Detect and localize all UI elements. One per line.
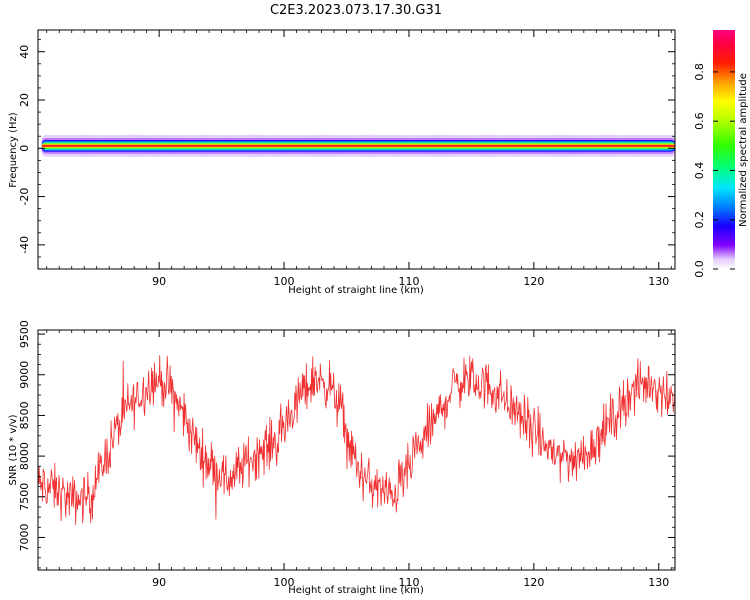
snr-series-line bbox=[38, 355, 675, 526]
snr-x-tick-label: 100 bbox=[274, 576, 295, 589]
snr-x-tick-label: 110 bbox=[398, 576, 419, 589]
spectrogram-x-tick-label: 90 bbox=[152, 275, 166, 288]
colorbar-tick-label: 0.0 bbox=[693, 260, 706, 278]
spectrogram-x-tick-label: 130 bbox=[648, 275, 669, 288]
colorbar-tick-label: 0.2 bbox=[693, 211, 706, 229]
snr-x-axis-title: Height of straight line (km) bbox=[288, 585, 424, 596]
figure-title: C2E3.2023.073.17.30.G31 bbox=[270, 3, 442, 18]
spectrogram-y-tick-label: 0 bbox=[18, 145, 31, 152]
colorbar-ticks: 0.0 0.2 0.4 0.6 0.8 bbox=[693, 63, 735, 278]
snr-x-ticks: 90 100 110 120 130 bbox=[46, 330, 672, 589]
snr-y-tick-label: 7500 bbox=[18, 483, 31, 511]
snr-y-tick-label: 9500 bbox=[18, 320, 31, 348]
spectrogram-heatmap bbox=[41, 134, 675, 158]
spectrogram-y-tick-label: 20 bbox=[18, 93, 31, 107]
spectrogram-y-tick-label: 40 bbox=[18, 45, 31, 59]
snr-y-tick-label: 7000 bbox=[18, 523, 31, 551]
snr-y-ticks: 7000 7500 8000 8500 9000 9500 bbox=[18, 320, 675, 569]
colorbar-tick-label: 0.6 bbox=[693, 112, 706, 130]
spectrogram-y-tick-label: -40 bbox=[18, 236, 31, 254]
spectrogram-y-axis-title: Frequency (Hz) bbox=[8, 112, 19, 188]
spectrogram-x-axis-title: Height of straight line (km) bbox=[288, 285, 424, 296]
spectrogram-y-ticks: -40 -20 0 20 40 bbox=[18, 39, 675, 270]
snr-frame bbox=[37, 329, 676, 571]
snr-x-tick-label: 120 bbox=[523, 576, 544, 589]
spectrogram-panel: 90 100 110 120 130 -40 -20 0 20 40 Height of str… bbox=[8, 29, 676, 296]
snr-y-tick-label: 8500 bbox=[18, 401, 31, 429]
snr-y-axis-title: SNR (10 * v/v) bbox=[8, 414, 19, 485]
colorbar-tick-label: 0.4 bbox=[693, 162, 706, 180]
spectrogram-x-tick-label: 100 bbox=[274, 275, 295, 288]
snr-y-tick-label: 9000 bbox=[18, 361, 31, 389]
spectrogram-band-layer bbox=[41, 145, 675, 147]
spectrogram-x-ticks: 90 100 110 120 130 bbox=[46, 30, 672, 288]
colorbar-gradient bbox=[713, 30, 735, 269]
spectrogram-x-tick-label: 120 bbox=[523, 275, 544, 288]
spectrogram-x-tick-label: 110 bbox=[398, 275, 419, 288]
spectrogram-y-tick-label: -20 bbox=[18, 188, 31, 206]
colorbar-label: Normalized spectral amplitude bbox=[738, 73, 749, 227]
snr-panel: 90 100 110 120 130 700075008000850090009500 … bbox=[8, 320, 676, 596]
spectrogram-frame bbox=[37, 29, 676, 270]
colorbar-tick-label: 0.8 bbox=[693, 63, 706, 81]
snr-x-tick-label: 90 bbox=[152, 576, 166, 589]
colorbar: 0.0 0.2 0.4 0.6 0.8 Normalized spectral ampl… bbox=[693, 30, 749, 278]
snr-y-tick-label: 8000 bbox=[18, 442, 31, 470]
snr-x-tick-label: 130 bbox=[648, 576, 669, 589]
